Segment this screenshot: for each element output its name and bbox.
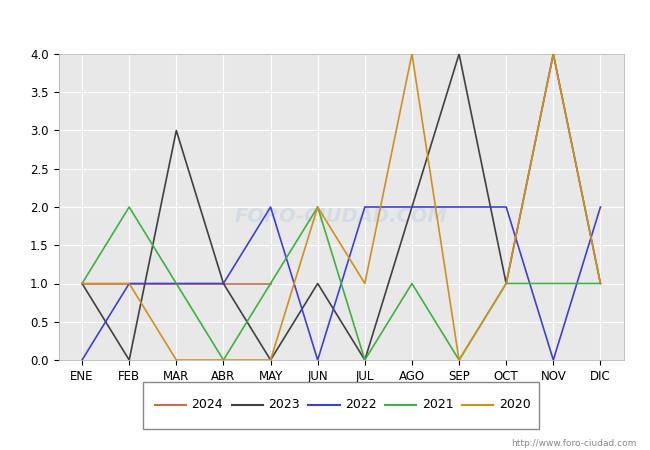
2023 <box>597 281 604 286</box>
2022 <box>220 281 228 286</box>
2024 <box>125 281 133 286</box>
Text: 2024: 2024 <box>191 399 223 411</box>
2020 <box>125 281 133 286</box>
2020 <box>361 281 369 286</box>
2020 <box>266 357 274 363</box>
2020 <box>220 357 228 363</box>
2021 <box>78 281 86 286</box>
2021 <box>361 357 369 363</box>
2023 <box>408 204 416 210</box>
2020 <box>597 281 604 286</box>
2021 <box>408 281 416 286</box>
2020 <box>408 51 416 57</box>
Text: FORO-CIUDAD.COM: FORO-CIUDAD.COM <box>235 207 448 226</box>
2024 <box>78 281 86 286</box>
2021 <box>314 204 322 210</box>
2023 <box>266 357 274 363</box>
2024 <box>172 281 180 286</box>
2024 <box>266 281 274 286</box>
2022 <box>125 281 133 286</box>
2021 <box>455 357 463 363</box>
2024 <box>220 281 228 286</box>
2021 <box>125 204 133 210</box>
2021 <box>266 281 274 286</box>
Line: 2020: 2020 <box>82 54 601 360</box>
Text: 2023: 2023 <box>268 399 300 411</box>
Text: http://www.foro-ciudad.com: http://www.foro-ciudad.com <box>512 439 637 448</box>
2022 <box>314 357 322 363</box>
Text: Matriculaciones de Vehiculos en Agulo: Matriculaciones de Vehiculos en Agulo <box>166 14 484 32</box>
2021 <box>597 281 604 286</box>
2022 <box>78 357 86 363</box>
2023 <box>549 51 557 57</box>
2023 <box>455 51 463 57</box>
2023 <box>502 281 510 286</box>
2020 <box>502 281 510 286</box>
2023 <box>172 128 180 133</box>
2020 <box>78 281 86 286</box>
2023 <box>361 357 369 363</box>
FancyBboxPatch shape <box>143 382 539 429</box>
2023 <box>220 281 228 286</box>
2022 <box>266 204 274 210</box>
Line: 2021: 2021 <box>82 207 601 360</box>
2023 <box>314 281 322 286</box>
2020 <box>549 51 557 57</box>
2020 <box>314 204 322 210</box>
2021 <box>549 281 557 286</box>
2020 <box>455 357 463 363</box>
2022 <box>455 204 463 210</box>
2020 <box>172 357 180 363</box>
Text: 2021: 2021 <box>422 399 454 411</box>
2021 <box>502 281 510 286</box>
Text: 2022: 2022 <box>345 399 377 411</box>
2022 <box>549 357 557 363</box>
Line: 2023: 2023 <box>82 54 601 360</box>
2023 <box>78 281 86 286</box>
2023 <box>125 357 133 363</box>
Line: 2022: 2022 <box>82 207 601 360</box>
2022 <box>172 281 180 286</box>
2022 <box>597 204 604 210</box>
2022 <box>408 204 416 210</box>
2022 <box>361 204 369 210</box>
2021 <box>172 281 180 286</box>
2021 <box>220 357 228 363</box>
Text: 2020: 2020 <box>499 399 531 411</box>
2022 <box>502 204 510 210</box>
